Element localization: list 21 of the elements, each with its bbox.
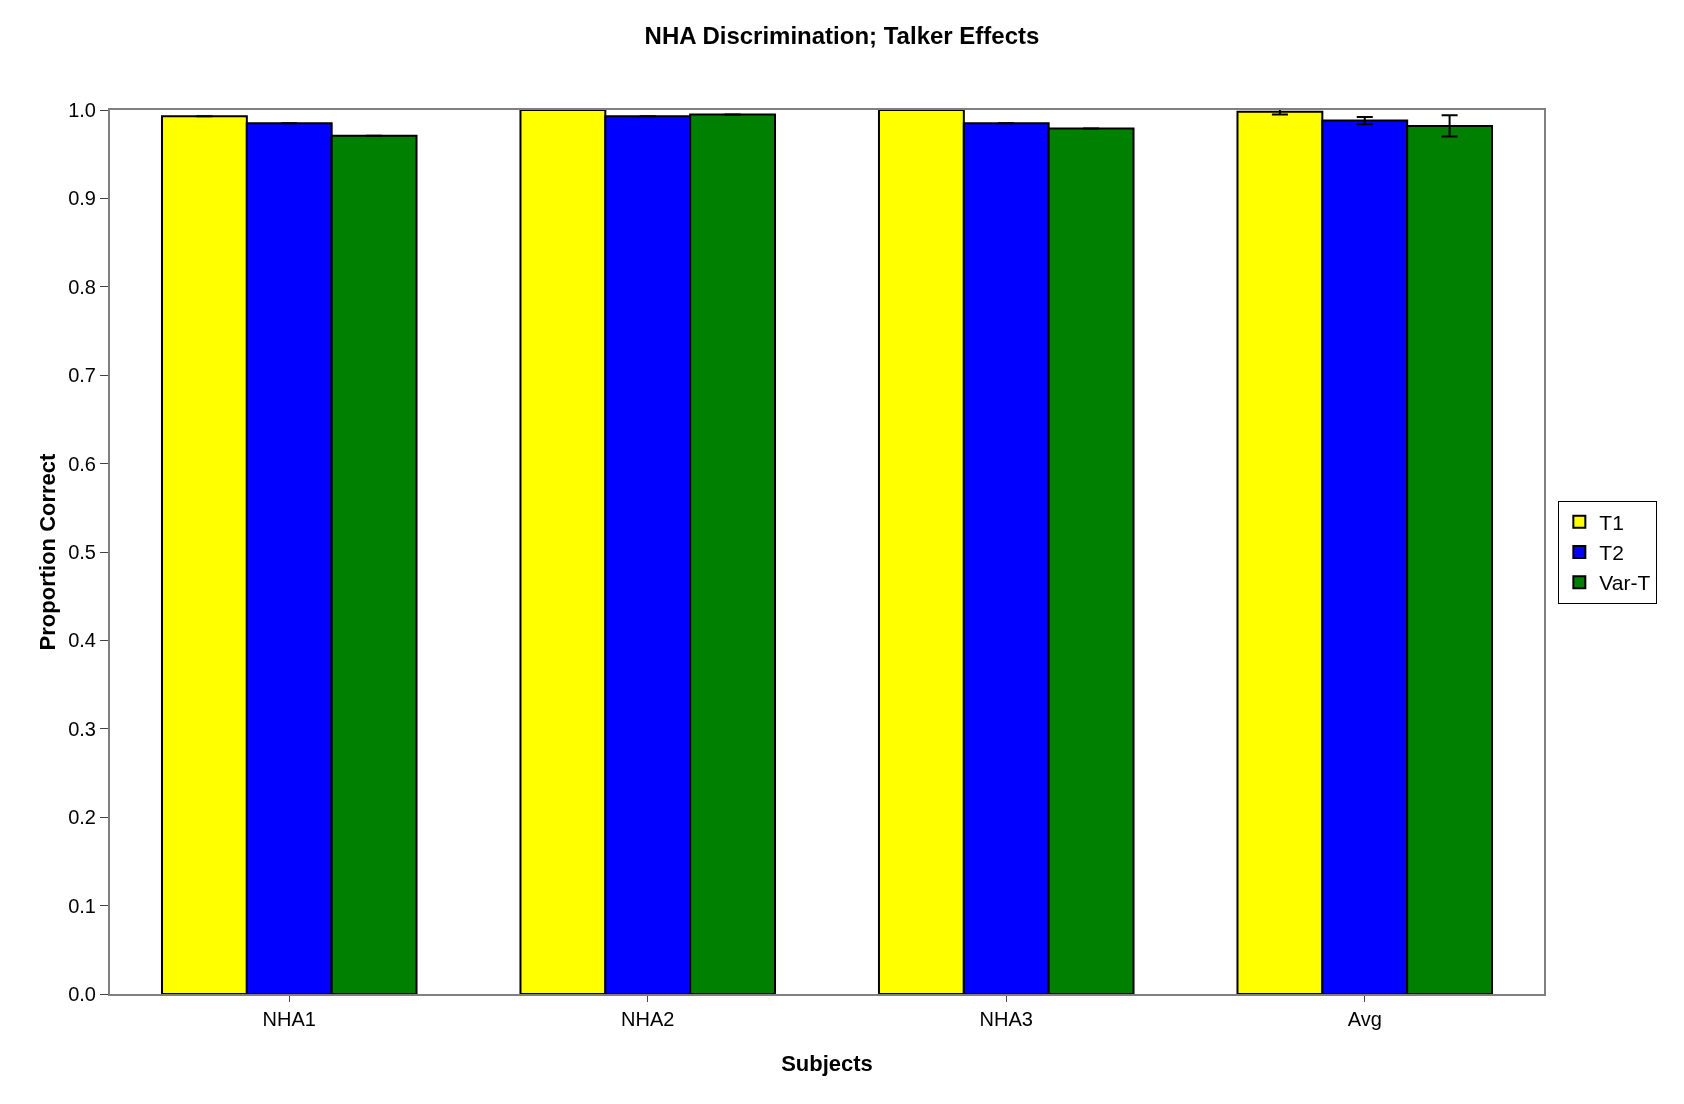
y-tick-label: 0.4 bbox=[68, 629, 96, 652]
y-tick-label: 0.6 bbox=[68, 452, 96, 475]
x-tick-label: NHA2 bbox=[621, 1008, 675, 1030]
x-tick-label: NHA3 bbox=[979, 1008, 1033, 1030]
y-tick-label: 0.8 bbox=[68, 275, 96, 298]
y-tick-label: 0.3 bbox=[68, 717, 96, 740]
y-tick-label: 0.7 bbox=[68, 364, 96, 387]
x-tick-label: Avg bbox=[1347, 1008, 1382, 1030]
y-tick-label: 1.0 bbox=[68, 99, 96, 121]
x-axis-title: Subjects bbox=[781, 1051, 873, 1076]
y-tick-label: 0.2 bbox=[68, 806, 96, 829]
legend-label: Var-T bbox=[1599, 571, 1651, 595]
y-tick-label: 0.9 bbox=[68, 187, 96, 210]
y-tick-label: 0.1 bbox=[68, 894, 96, 917]
legend-label: T1 bbox=[1599, 510, 1624, 534]
y-tick-label: 0.0 bbox=[68, 983, 96, 1005]
x-tick-label: NHA1 bbox=[262, 1008, 316, 1030]
legend-label: T2 bbox=[1599, 541, 1624, 565]
y-axis-title: Proportion Correct bbox=[35, 452, 60, 651]
y-tick-label: 0.5 bbox=[68, 541, 96, 563]
chart-title: NHA Discrimination; Talker Effects bbox=[644, 22, 1040, 50]
